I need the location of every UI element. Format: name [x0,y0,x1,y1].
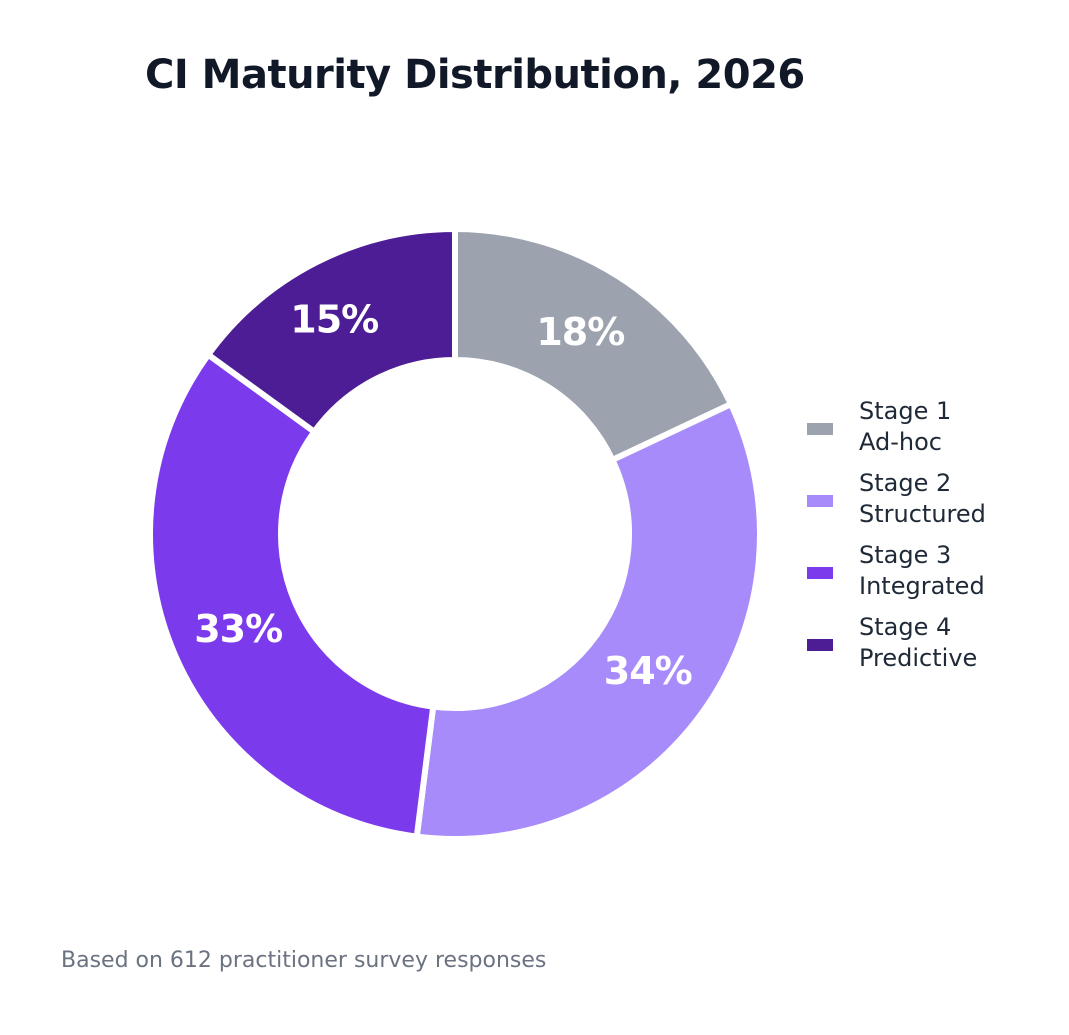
legend-label-stage-1: Stage 1 Ad-hoc [859,396,951,458]
legend-label-stage-2-line-1: Stage 2 [859,469,952,497]
legend-swatch-stage-3 [807,567,833,579]
legend-label-stage-4: Stage 4 Predictive [859,612,977,674]
donut-slice-label-stage-2: 34% [604,649,692,693]
legend-label-stage-3: Stage 3 Integrated [859,540,985,602]
legend-swatch-stage-4 [807,639,833,651]
donut-slices [147,225,763,842]
legend-label-stage-3-line-2: Integrated [859,572,985,600]
chart-title: CI Maturity Distribution, 2026 [145,52,805,98]
legend-label-stage-1-line-2: Ad-hoc [859,428,942,456]
donut-slice-stage-3 [147,350,437,840]
donut-slice-label-stage-1: 18% [536,310,624,354]
legend-label-stage-1-line-1: Stage 1 [859,397,952,425]
legend-label-stage-4-line-2: Predictive [859,644,978,672]
legend-swatch-stage-1 [807,423,833,435]
legend-swatch-stage-2 [807,495,833,507]
donut-slice-stage-1 [452,225,735,464]
donut-slice-stage-2 [413,400,763,842]
legend-label-stage-2: Stage 2 Structured [859,468,986,530]
donut-slice-label-stage-4: 15% [290,298,378,342]
legend-label-stage-2-line-2: Structured [859,500,986,528]
donut-slice-label-stage-3: 33% [194,607,282,651]
legend-label-stage-3-line-1: Stage 3 [859,541,952,569]
donut-slice-stage-4 [204,225,458,436]
legend-label-stage-4-line-1: Stage 4 [859,613,952,641]
donut-slice-labels: 18% 34% 33% 15% [194,298,693,693]
chart-footnote: Based on 612 practitioner survey respons… [61,948,547,973]
